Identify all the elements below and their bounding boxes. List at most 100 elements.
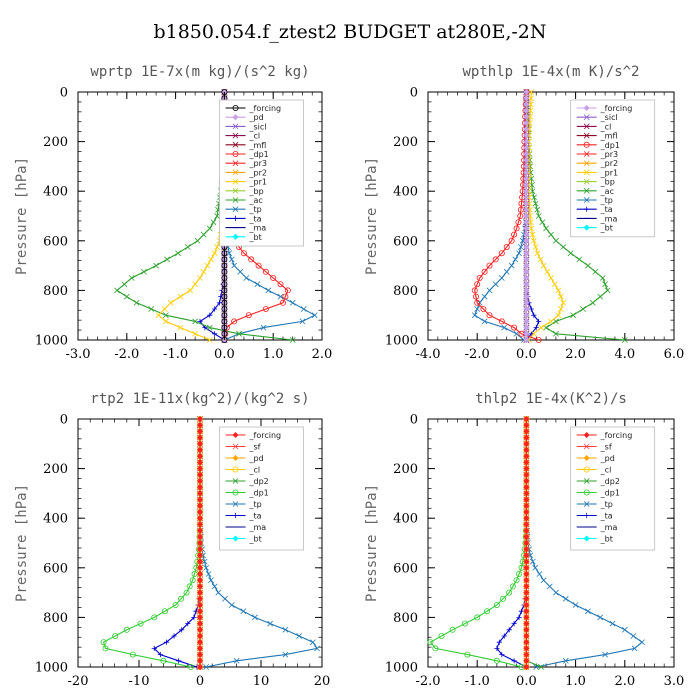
legend-marker <box>232 160 239 167</box>
series-marker <box>289 337 296 343</box>
series-marker <box>523 639 530 646</box>
series-marker <box>196 446 204 454</box>
legend-label: _ma <box>600 523 618 532</box>
series-marker <box>534 250 541 257</box>
series-marker <box>516 250 522 257</box>
series-marker <box>546 583 553 590</box>
legend-box <box>570 99 656 238</box>
series-marker <box>282 293 289 300</box>
series-marker <box>523 620 530 627</box>
series-marker <box>523 144 530 151</box>
series-marker <box>523 212 530 220</box>
x-tick-label: 3.0 <box>664 674 685 689</box>
series-marker <box>562 657 569 664</box>
series-marker <box>255 262 262 269</box>
series-marker <box>196 632 204 640</box>
series-marker <box>177 293 184 300</box>
legend-marker <box>583 169 590 176</box>
series-marker <box>523 88 530 96</box>
series-marker <box>221 268 228 275</box>
series-marker <box>471 312 478 319</box>
legend-marker <box>583 114 590 121</box>
series-marker <box>498 275 505 281</box>
series-marker <box>621 626 628 633</box>
series-marker <box>631 645 638 652</box>
series-marker <box>196 527 204 534</box>
x-tick-label: 2.0 <box>312 347 333 362</box>
series-marker <box>167 299 174 306</box>
legend-label: _pr2 <box>600 159 618 168</box>
series-marker <box>215 589 222 596</box>
y-tick-label: 200 <box>393 462 418 477</box>
y-tick-label: 600 <box>43 561 68 576</box>
series-marker <box>284 287 291 294</box>
series-marker <box>538 324 545 331</box>
legend-marker <box>232 150 239 157</box>
series-marker <box>523 552 530 559</box>
series-marker <box>162 312 169 319</box>
series-marker <box>175 250 181 257</box>
series-marker <box>221 262 228 269</box>
legend-marker <box>583 178 590 185</box>
series-marker <box>553 237 559 244</box>
series-marker <box>194 237 201 244</box>
plot-frame <box>427 418 675 668</box>
series-marker <box>299 318 306 325</box>
series-marker <box>528 331 534 337</box>
series-marker <box>221 256 228 263</box>
legend-label: _ac <box>600 187 614 196</box>
legend-label: _pr1 <box>249 178 267 187</box>
y-tick-label: 400 <box>43 185 68 200</box>
x-tick-label: -1.0 <box>465 674 490 689</box>
series-marker <box>203 564 209 571</box>
series-marker <box>427 639 434 646</box>
y-tick-label: 0 <box>60 86 68 101</box>
series-marker <box>602 651 609 658</box>
series-marker <box>540 577 547 584</box>
series-marker <box>240 608 247 615</box>
legend-label: _pr3 <box>249 159 267 168</box>
series-marker <box>512 256 519 263</box>
x-tick-label: 20 <box>314 674 331 689</box>
series-marker <box>523 564 530 571</box>
series-marker <box>206 337 213 343</box>
series-marker <box>133 299 140 306</box>
series-marker <box>221 299 228 306</box>
series-marker <box>123 626 130 633</box>
series-marker <box>523 471 530 478</box>
series-marker <box>523 305 530 313</box>
x-tick-label: -2.0 <box>415 674 440 689</box>
series-marker <box>511 231 518 238</box>
legend-marker <box>583 454 590 462</box>
series-marker <box>528 89 535 95</box>
series-marker <box>523 188 530 195</box>
series-marker <box>523 583 530 590</box>
series-marker <box>191 614 197 620</box>
legend-label: _cl <box>600 466 612 475</box>
series-marker <box>206 324 213 331</box>
series-marker <box>523 330 530 337</box>
series-marker <box>508 262 515 269</box>
series-marker <box>197 275 203 281</box>
series-marker <box>536 318 542 324</box>
x-tick-label: -2.0 <box>465 347 490 362</box>
series-marker <box>543 225 549 232</box>
series-marker <box>530 237 537 244</box>
series-marker <box>604 287 611 294</box>
series-marker <box>531 194 537 201</box>
series-marker <box>560 299 567 306</box>
series-marker <box>528 225 535 232</box>
y-tick-label: 800 <box>43 611 68 626</box>
series-marker <box>254 281 261 288</box>
y-tick-label: 400 <box>393 512 418 527</box>
series-marker <box>221 312 228 319</box>
legend-label: _pd <box>249 113 264 122</box>
x-tick-label: 1.0 <box>565 674 586 689</box>
legend-label: _ma <box>249 523 267 532</box>
series-marker <box>196 539 204 547</box>
series-marker <box>557 293 564 300</box>
legend-label: _sf <box>600 443 612 452</box>
legend-label: _sf <box>249 443 261 452</box>
series-marker <box>192 281 199 288</box>
